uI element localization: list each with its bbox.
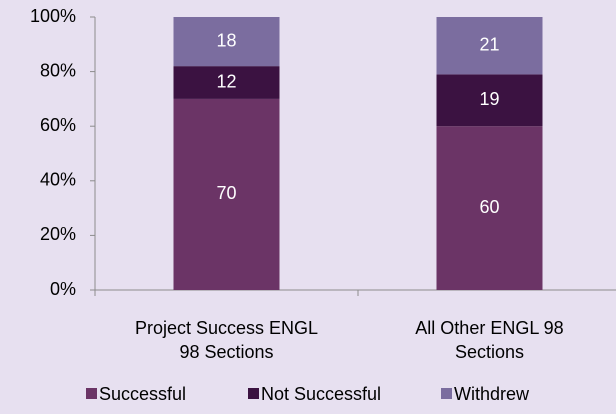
bar-segment (436, 74, 543, 127)
legend-label: Successful (99, 384, 186, 404)
data-label: 70 (216, 183, 236, 203)
y-tick-label: 60% (40, 115, 76, 135)
data-label: 12 (216, 71, 236, 91)
bar-segment (436, 126, 543, 290)
y-tick-label: 0% (50, 279, 76, 299)
y-tick-label: 40% (40, 170, 76, 190)
bar-segment (173, 98, 280, 291)
legend-swatch (86, 388, 97, 399)
y-tick-label: 80% (40, 60, 76, 80)
y-tick-label: 20% (40, 224, 76, 244)
legend-swatch (248, 388, 259, 399)
legend-label: Withdrew (454, 384, 530, 404)
bar-segment (173, 66, 280, 99)
legend-label: Not Successful (261, 384, 381, 404)
bar-segment (436, 17, 543, 75)
data-label: 19 (479, 89, 499, 109)
x-tick-label: Project Success ENGL 98 Sections (135, 318, 318, 362)
legend-swatch (441, 388, 452, 399)
y-tick-label: 100% (30, 6, 76, 26)
bar-segment (173, 17, 280, 67)
data-label: 18 (216, 30, 236, 50)
x-tick-label: All Other ENGL 98 Sections (415, 318, 563, 362)
data-label: 60 (479, 197, 499, 217)
data-label: 21 (479, 34, 499, 54)
